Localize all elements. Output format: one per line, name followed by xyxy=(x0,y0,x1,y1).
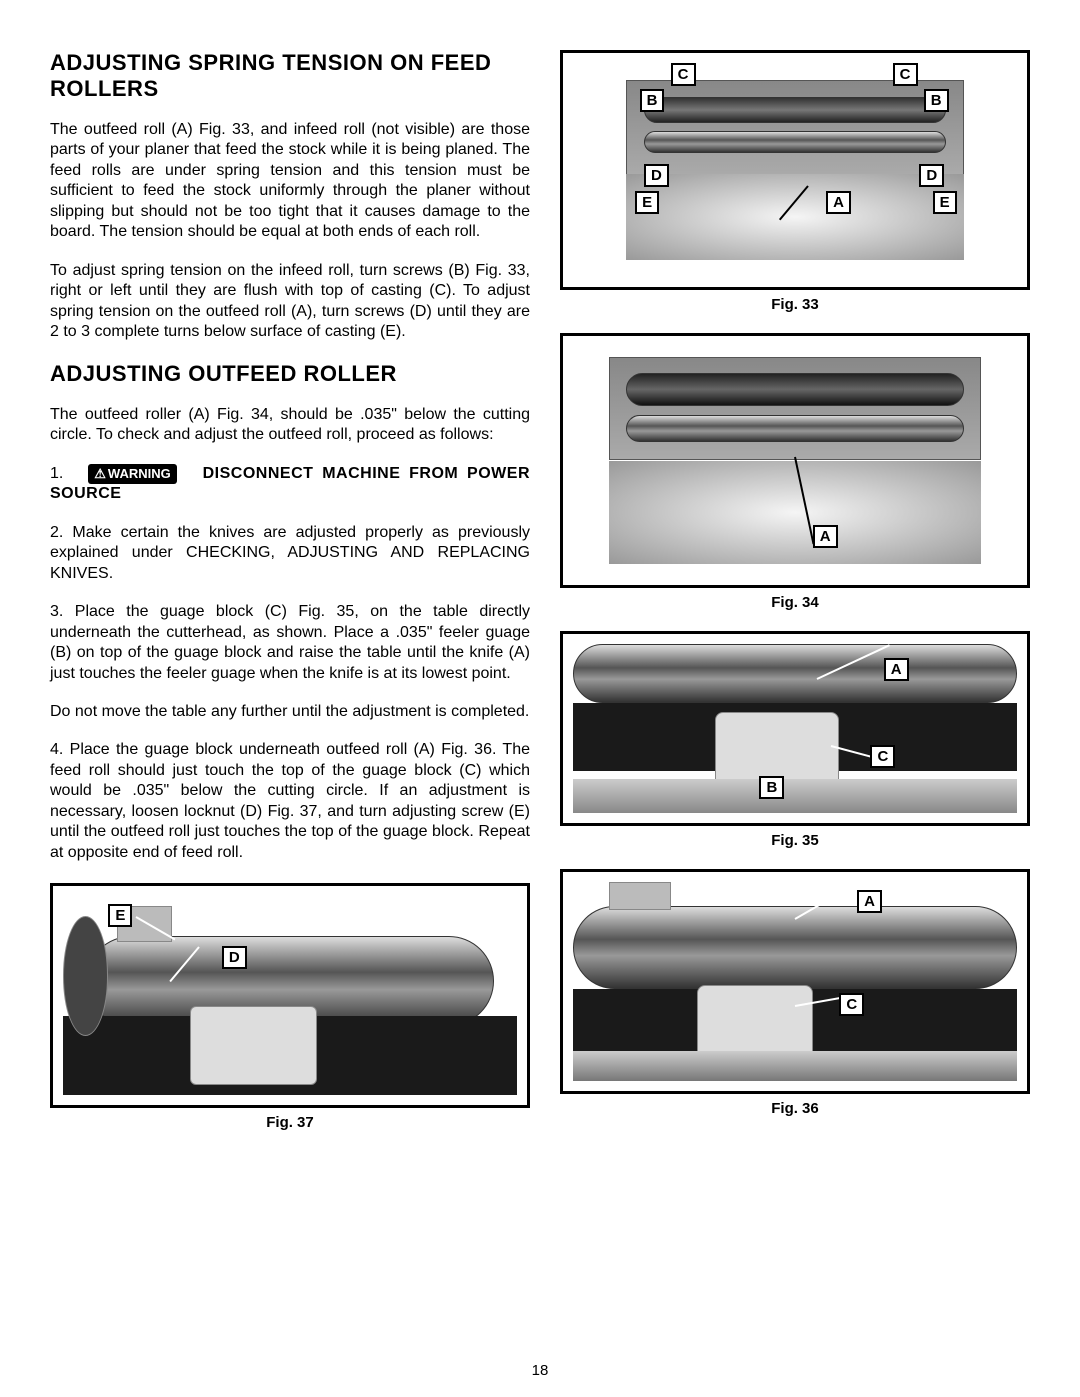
callout-B2: B xyxy=(924,89,949,112)
para-outfeed-5: 4. Place the guage block underneath outf… xyxy=(50,740,530,863)
callout-D1: D xyxy=(644,164,669,187)
left-column: ADJUSTING SPRING TENSION ON FEED ROLLERS… xyxy=(50,50,530,1151)
callout-A36: A xyxy=(857,890,882,913)
right-column: C C B B D D E E A Fig. 33 A xyxy=(560,50,1030,1151)
figure-35-caption: Fig. 35 xyxy=(560,832,1030,849)
callout-C2: C xyxy=(893,63,918,86)
para-outfeed-3: 3. Place the guage block (C) Fig. 35, on… xyxy=(50,602,530,684)
figure-33-image: C C B B D D E E A xyxy=(573,63,1017,277)
callout-E1: E xyxy=(635,191,659,214)
callout-E2: E xyxy=(933,191,957,214)
para-outfeed-1: The outfeed roller (A) Fig. 34, should b… xyxy=(50,405,530,446)
warn-number: 1. xyxy=(50,465,63,482)
figure-35: A B C xyxy=(560,631,1030,826)
figure-34-caption: Fig. 34 xyxy=(560,594,1030,611)
para-outfeed-4: Do not move the table any further until … xyxy=(50,702,530,722)
callout-C35: C xyxy=(870,745,895,768)
callout-A34: A xyxy=(813,525,838,548)
callout-A35: A xyxy=(884,658,909,681)
callout-C36: C xyxy=(839,993,864,1016)
figure-33-caption: Fig. 33 xyxy=(560,296,1030,313)
figure-36-caption: Fig. 36 xyxy=(560,1100,1030,1117)
figure-37-caption: Fig. 37 xyxy=(50,1114,530,1131)
callout-B1: B xyxy=(640,89,665,112)
callout-D: D xyxy=(222,946,247,969)
figure-37-image: E D xyxy=(63,896,517,1095)
para-spring-2: To adjust spring tension on the infeed r… xyxy=(50,261,530,343)
callout-E: E xyxy=(108,904,132,927)
figure-35-image: A B C xyxy=(573,644,1017,813)
warning-line: 1. WARNING DISCONNECT MACHINE FROM POWER… xyxy=(50,464,530,505)
page-number: 18 xyxy=(532,1362,549,1379)
para-spring-1: The outfeed roll (A) Fig. 33, and infeed… xyxy=(50,120,530,243)
callout-C1: C xyxy=(671,63,696,86)
figure-37: E D xyxy=(50,883,530,1108)
figure-36: A C xyxy=(560,869,1030,1094)
figure-34-image: A xyxy=(573,346,1017,575)
figure-33: C C B B D D E E A xyxy=(560,50,1030,290)
callout-A: A xyxy=(826,191,851,214)
heading-outfeed-roller: ADJUSTING OUTFEED ROLLER xyxy=(50,361,530,387)
figure-34: A xyxy=(560,333,1030,588)
page-content: ADJUSTING SPRING TENSION ON FEED ROLLERS… xyxy=(50,50,1030,1151)
heading-spring-tension: ADJUSTING SPRING TENSION ON FEED ROLLERS xyxy=(50,50,530,102)
callout-B35: B xyxy=(759,776,784,799)
callout-D2: D xyxy=(919,164,944,187)
para-outfeed-2: 2. Make certain the knives are adjusted … xyxy=(50,523,530,584)
warning-icon: WARNING xyxy=(88,464,177,485)
figure-36-image: A C xyxy=(573,882,1017,1081)
